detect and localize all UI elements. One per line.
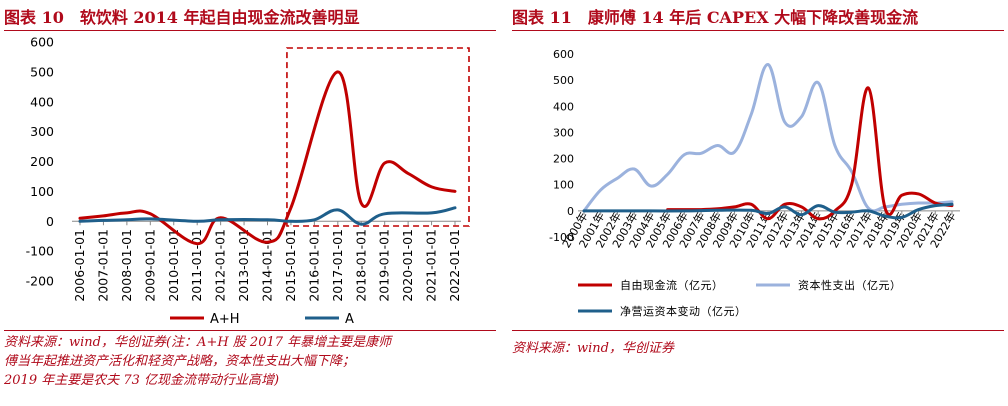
right-chart: -10001002003004005006002000年2001年2002年20… [549,48,960,318]
left-source-line-3: 2019 年主要是农夫 73 亿现金流带动行业高增) [4,373,280,388]
x-tick-label: 2007-01-01 [95,229,110,302]
legend-label-capex: 资本性支出（亿元） [798,278,902,292]
x-tick-label: 2016-01-01 [306,229,321,302]
left-source: 资料来源：wind，华创证券(注：A+H 股 2017 年暴增主要是康师 傅当年… [4,333,496,390]
x-tick-label: 2015-01-01 [283,229,298,302]
y-tick-label: 300 [30,124,54,139]
series-line-0 [666,86,954,221]
x-tick-label: 2008-01-01 [119,229,134,302]
left-source-line-2: 傅当年起推进资产活化和轻资产战略，资本性支出大幅下降； [4,354,356,369]
y-tick-label: 400 [30,94,54,109]
series-line-1 [582,62,954,213]
right-title-rule [512,30,1004,31]
left-source-line-1: 资料来源：wind，华创证券(注：A+H 股 2017 年暴增主要是康师 [4,335,392,350]
x-tick-label: 2006-01-01 [72,229,87,302]
y-tick-label: -100 [26,244,54,259]
y-tick-label: 300 [553,126,574,139]
y-tick-label: 500 [30,64,54,79]
x-tick-label: 2009-01-01 [142,229,157,302]
right-figure-title: 图表 11 康师傅 14 年后 CAPEX 大幅下降改善现金流 [512,8,919,27]
y-tick-label: 600 [30,35,54,50]
left-figure: 图表 10 软饮料 2014 年起自由现金流改善明显 -200 -100 0 100 2… [0,0,500,406]
x-tick-label: 2017-01-01 [330,229,345,302]
left-figure-title: 图表 10 软饮料 2014 年起自由现金流改善明显 [4,8,360,27]
x-tick-label: 2011-01-01 [189,229,204,302]
right-source-rule [512,330,1004,331]
y-tick-label: 0 [46,214,54,229]
x-tick-label: 2019-01-01 [377,229,392,302]
legend-label-free-cash-flow: 自由现金流（亿元） [620,278,724,292]
y-tick-label: 0 [567,205,574,218]
y-tick-label: -100 [549,231,574,244]
y-tick-label: 100 [30,184,54,199]
left-title-rule [4,30,496,31]
y-tick-label: 400 [553,100,574,113]
legend-label-a: A [345,312,354,327]
x-tick-label: 2022-01-01 [447,229,462,302]
legend-label-a-h: A+H [210,312,240,327]
left-source-rule [4,330,496,331]
y-tick-label: 100 [553,179,574,192]
left-chart: -200 -100 0 100 200 300 400 500 600 2006-01-01 200… [26,35,470,327]
x-tick-label: 2014-01-01 [260,229,275,302]
y-tick-label: -200 [26,274,54,289]
highlight-box [286,47,470,227]
y-tick-label: 500 [553,74,574,87]
right-source-line-1: 资料来源：wind，华创证券 [512,341,674,356]
x-tick-label: 2012-01-01 [213,229,228,302]
x-tick-label: 2010-01-01 [166,229,181,302]
x-tick-label: 2013-01-01 [236,229,251,302]
x-tick-label: 2020-01-01 [400,229,415,302]
legend-label-working-capital: 净营运资本变动（亿元） [620,304,747,318]
y-tick-label: 200 [553,153,574,166]
y-tick-label: 200 [30,154,54,169]
series-line-2 [582,202,954,220]
right-source: 资料来源：wind，华创证券 [512,339,1004,358]
y-tick-label: 600 [553,48,574,61]
x-tick-label: 2021-01-01 [424,229,439,302]
x-tick-label: 2018-01-01 [353,229,368,302]
right-figure: 图表 11 康师傅 14 年后 CAPEX 大幅下降改善现金流 -100 0 100… [508,0,1008,406]
series-line-a [78,206,457,226]
